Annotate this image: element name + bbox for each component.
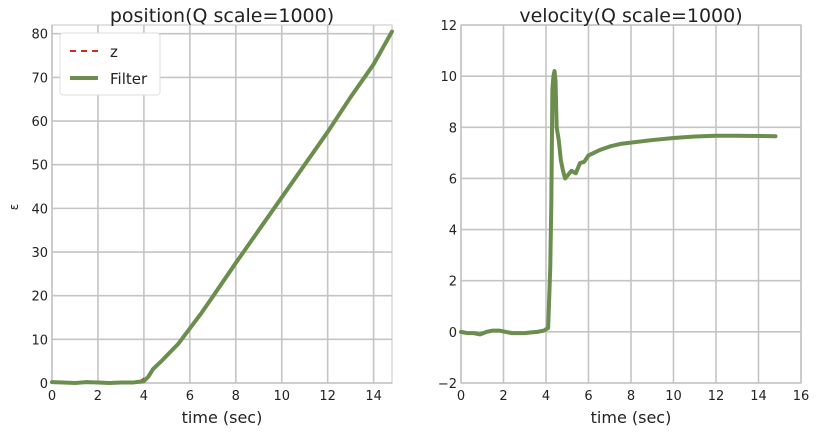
- y-tick-label: −2: [438, 377, 457, 392]
- x-tick-label: 2: [499, 389, 507, 404]
- y-tick-label: 40: [31, 202, 48, 217]
- y-tick-label: 6: [449, 172, 457, 187]
- series-filter-line: [459, 69, 778, 337]
- y-tick-label: 4: [449, 224, 457, 239]
- y-tick-label: 80: [31, 28, 48, 43]
- series-filter-line: [50, 29, 394, 385]
- x-tick-label: 6: [186, 389, 194, 404]
- x-tick-label: 4: [140, 389, 148, 404]
- x-tick-label: 12: [319, 389, 336, 404]
- x-tick-label: 14: [750, 389, 767, 404]
- x-tick-label: 6: [584, 389, 592, 404]
- x-tick-label: 12: [708, 389, 725, 404]
- x-tick-label: 0: [48, 389, 56, 404]
- legend-label: Filter: [110, 70, 148, 88]
- x-tick-label: 14: [365, 389, 382, 404]
- y-tick-label: 0: [40, 377, 48, 392]
- x-tick-label: 0: [457, 389, 465, 404]
- y-tick-label: 10: [440, 70, 457, 85]
- y-axis-label: ε: [7, 204, 21, 211]
- y-tick-label: 12: [440, 19, 457, 34]
- y-tick-label: 30: [31, 246, 48, 261]
- x-tick-label: 8: [232, 389, 240, 404]
- x-tick-label: 10: [273, 389, 290, 404]
- y-tick-label: 50: [31, 159, 48, 174]
- chart-title: velocity(Q scale=1000): [519, 5, 742, 27]
- x-axis-label: time (sec): [591, 408, 672, 427]
- y-tick-label: 70: [31, 71, 48, 86]
- y-tick-label: 20: [31, 290, 48, 305]
- x-tick-label: 4: [542, 389, 550, 404]
- x-tick-label: 16: [793, 389, 810, 404]
- y-tick-label: 0: [449, 326, 457, 341]
- y-tick-label: 10: [31, 333, 48, 348]
- x-tick-label: 8: [627, 389, 635, 404]
- position-chart: 0 2 4 6 8 10 12 14 0 10 20 30 40 50 60 70 80 position(Q s…: [7, 5, 394, 427]
- y-tick-label: 2: [449, 275, 457, 290]
- y-tick-label: 8: [449, 121, 457, 136]
- chart-title: position(Q scale=1000): [110, 5, 334, 27]
- legend-label: z: [110, 43, 118, 61]
- x-tick-label: 10: [665, 389, 682, 404]
- x-tick-label: 2: [94, 389, 102, 404]
- x-axis-label: time (sec): [182, 408, 263, 427]
- y-tick-label: 60: [31, 115, 48, 130]
